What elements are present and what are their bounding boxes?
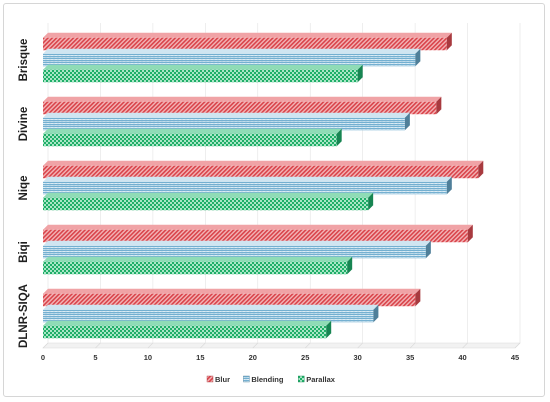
bar-front-face [43, 117, 405, 131]
gridline-foot [305, 342, 311, 349]
legend-swatch [243, 375, 250, 383]
bar-parallax-dlnr-siqa [43, 320, 332, 339]
gridline-foot [95, 342, 101, 349]
legend-swatch [206, 375, 214, 383]
bar-top-face [43, 288, 421, 294]
legend-swatch [298, 375, 305, 383]
bar-end-face [436, 96, 442, 115]
x-tick-label: 25 [301, 353, 309, 362]
category-label: Niqe [18, 176, 30, 201]
bar-front-face [43, 261, 348, 275]
x-tick-label: 5 [93, 353, 97, 362]
legend-item-blur: Blur [206, 375, 230, 384]
x-tick-label: 30 [353, 353, 361, 362]
bar-end-face [336, 128, 342, 147]
bar-top-face [43, 304, 379, 310]
bar-end-face [415, 288, 421, 307]
x-tick-label: 35 [406, 353, 414, 362]
bar-end-face [467, 224, 473, 243]
bar-parallax-biqi [43, 256, 353, 275]
bar-end-face [368, 192, 374, 211]
bar-front-face [43, 37, 447, 51]
bar-blending-brisque [43, 48, 421, 67]
bar-top-face [43, 320, 332, 326]
bar-front-face [43, 293, 416, 307]
gridline-foot [514, 342, 521, 349]
bar-end-face [404, 112, 410, 131]
bar-front-face [43, 101, 437, 115]
bar-end-face [357, 64, 363, 83]
bar-blur-dlnr-siqa [43, 288, 421, 307]
gridline-foot [200, 342, 206, 349]
bar-front-face [43, 325, 327, 339]
bar-top-face [43, 48, 421, 54]
bar-top-face [43, 128, 342, 134]
bar-front-face [43, 229, 468, 243]
gridline-foot [409, 342, 416, 349]
bar-blur-brisque [43, 32, 452, 51]
bar-end-face [446, 176, 452, 195]
bar-blur-niqe [43, 160, 484, 179]
category-label: DLNR-SIQA [18, 284, 30, 348]
x-tick-label: 0 [41, 353, 45, 362]
x-tick-label: 20 [249, 353, 257, 362]
legend-label: Blur [215, 375, 230, 384]
bar-end-face [347, 256, 353, 275]
bar-blending-divine [43, 112, 410, 131]
bar-top-face [43, 112, 410, 118]
gridline-foot [357, 342, 363, 349]
x-tick-label: 15 [196, 353, 204, 362]
bar-top-face [43, 64, 363, 70]
bar-end-face [415, 48, 421, 67]
bar-front-face [43, 69, 358, 83]
bar-top-face [43, 256, 353, 262]
x-tick-label: 40 [458, 353, 466, 362]
gridline-foot [42, 342, 49, 349]
bar-blending-dlnr-siqa [43, 304, 379, 323]
bar-top-face [43, 224, 473, 230]
category-label: Brisque [18, 39, 30, 82]
bar-end-face [373, 304, 379, 323]
bar-end-face [478, 160, 484, 179]
category-label: Biqi [18, 241, 30, 263]
bar-end-face [425, 240, 431, 259]
bar-front-face [43, 197, 369, 211]
bar-front-face [43, 181, 447, 195]
gridline-foot [147, 342, 154, 349]
legend-label: Blending [251, 375, 283, 384]
gridline-foot [462, 342, 468, 349]
bar-blending-biqi [43, 240, 431, 259]
bar-parallax-niqe [43, 192, 374, 211]
bar-blending-niqe [43, 176, 452, 195]
bar-front-face [43, 133, 337, 147]
bar-top-face [43, 96, 442, 102]
legend-label: Parallax [306, 375, 336, 384]
bar-front-face [43, 309, 374, 323]
bar-front-face [43, 245, 426, 259]
bar-top-face [43, 240, 431, 246]
bar-top-face [43, 32, 452, 38]
bar-end-face [446, 32, 452, 51]
bar-top-face [43, 192, 374, 198]
bar-parallax-divine [43, 128, 342, 147]
bar-top-face [43, 176, 452, 182]
bar-end-face [326, 320, 332, 339]
bar-blur-divine [43, 96, 442, 115]
plot-floor [42, 342, 521, 349]
gridline-foot [252, 342, 258, 349]
legend-item-blending: Blending [243, 375, 284, 384]
bar-front-face [43, 165, 479, 179]
bar-top-face [43, 160, 484, 166]
category-label: Divine [18, 107, 30, 142]
legend-item-parallax: Parallax [298, 375, 336, 384]
x-tick-label: 45 [511, 353, 519, 362]
bar-parallax-brisque [43, 64, 363, 83]
bar-front-face [43, 53, 416, 67]
bar-blur-biqi [43, 224, 473, 243]
x-tick-label: 10 [144, 353, 152, 362]
